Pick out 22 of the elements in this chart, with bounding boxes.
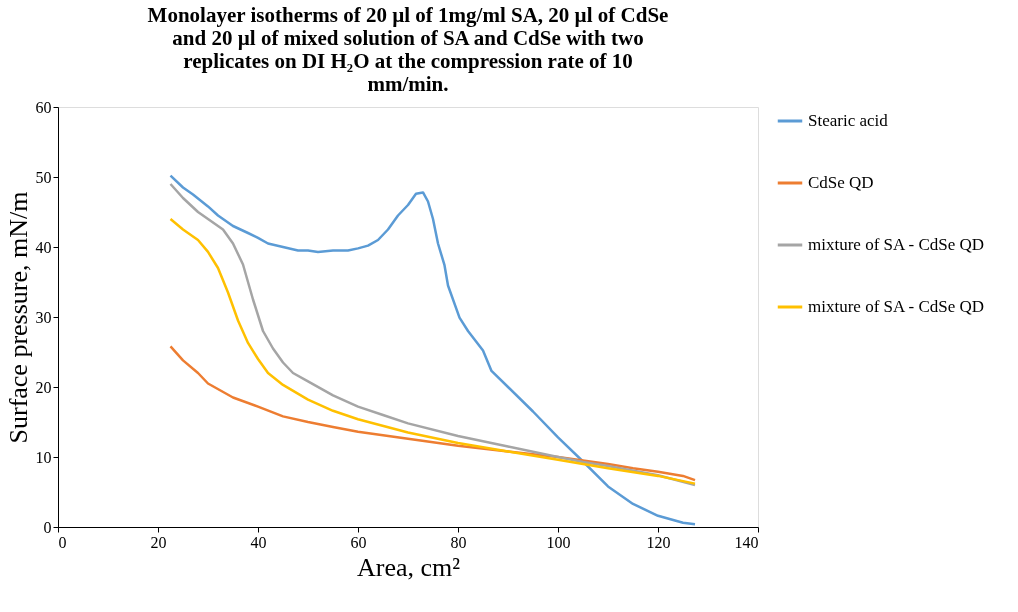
y-tick-label: 10 xyxy=(35,448,52,466)
y-tick-label: 50 xyxy=(35,168,52,186)
x-tick-label: 80 xyxy=(450,533,467,551)
x-tick-label: 140 xyxy=(734,533,759,551)
y-tick-label: 60 xyxy=(35,98,52,116)
legend-label: mixture of SA - CdSe QD xyxy=(808,297,985,316)
x-tick-label: 0 xyxy=(58,533,67,551)
x-tick-label: 20 xyxy=(150,533,167,551)
y-tick-label: 0 xyxy=(43,518,52,536)
y-tick-label: 30 xyxy=(35,308,52,326)
x-tick-label: 60 xyxy=(350,533,367,551)
y-axis-title: Surface pressure, mN/m xyxy=(3,191,33,444)
legend-label: CdSe QD xyxy=(808,173,874,192)
x-tick-label: 40 xyxy=(250,533,267,551)
legend-label: mixture of SA - CdSe QD xyxy=(808,235,985,254)
legend-label: Stearic acid xyxy=(808,111,889,130)
x-tick-label: 100 xyxy=(546,533,571,551)
y-tick-label: 20 xyxy=(35,378,52,396)
x-axis-title: Area, cm² xyxy=(356,552,461,582)
chart-title: Monolayer isotherms of 20 µl of 1mg/ml SA, 20 µl of CdSe and 20 µl of mixed solution of SA and CdSe with two replicates on DI H₂O at the compression rate of 10 mm/min. xyxy=(147,3,669,96)
y-tick-label: 40 xyxy=(35,238,52,256)
x-tick-label: 120 xyxy=(646,533,671,551)
